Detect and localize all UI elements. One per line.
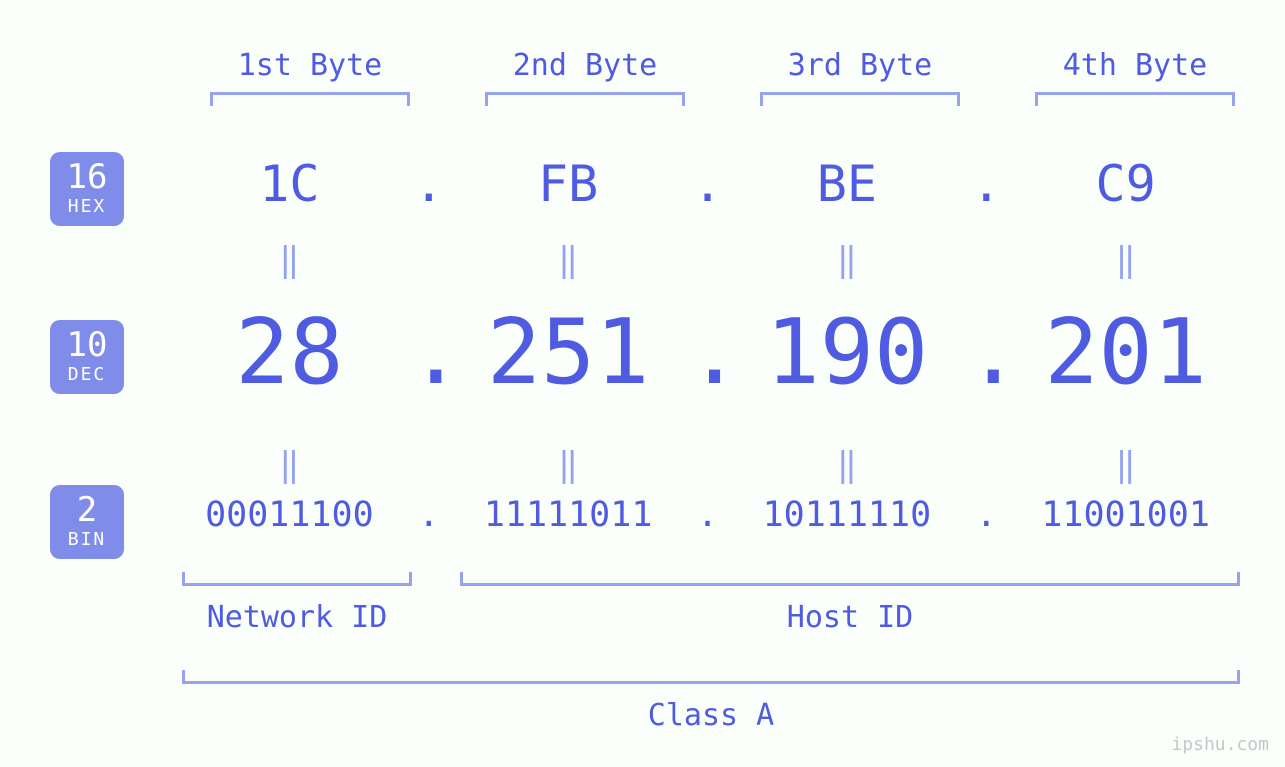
base-badge-hex-num: 16 — [50, 160, 124, 194]
base-badge-hex-label: HEX — [50, 198, 124, 216]
hex-row: 1C . FB . BE . C9 — [170, 155, 1245, 213]
byte-header-2: 2nd Byte — [485, 48, 685, 83]
base-badge-dec: 10 DEC — [50, 320, 124, 394]
equals-glyph: ‖ — [1006, 240, 1245, 280]
dot: . — [409, 495, 449, 535]
equals-glyph: ‖ — [1006, 445, 1245, 485]
network-id-label: Network ID — [182, 600, 412, 635]
byte-bracket-1 — [210, 92, 410, 106]
base-badge-bin: 2 BIN — [50, 485, 124, 559]
base-badge-dec-label: DEC — [50, 366, 124, 384]
equals-glyph: ‖ — [449, 445, 688, 485]
dot: . — [966, 155, 1006, 213]
class-label: Class A — [182, 698, 1240, 733]
byte-bracket-3 — [760, 92, 960, 106]
dec-byte-1: 28 — [170, 300, 409, 405]
byte-bracket-2 — [485, 92, 685, 106]
hex-byte-2: FB — [449, 155, 688, 213]
dot: . — [688, 495, 728, 535]
dot: . — [966, 495, 1006, 535]
bin-row: 00011100 . 11111011 . 10111110 . 1100100… — [170, 495, 1245, 535]
dec-row: 28 . 251 . 190 . 201 — [170, 300, 1245, 405]
base-badge-bin-label: BIN — [50, 531, 124, 549]
equals-glyph: ‖ — [728, 240, 967, 280]
dec-byte-4: 201 — [1006, 300, 1245, 405]
class-bracket — [182, 670, 1240, 684]
hex-byte-3: BE — [728, 155, 967, 213]
bin-byte-3: 10111110 — [728, 495, 967, 535]
dec-byte-3: 190 — [728, 300, 967, 405]
equals-glyph: ‖ — [170, 445, 409, 485]
host-id-label: Host ID — [460, 600, 1240, 635]
byte-bracket-4 — [1035, 92, 1235, 106]
equals-row-lower: ‖ ‖ ‖ ‖ — [170, 445, 1245, 485]
hex-byte-1: 1C — [170, 155, 409, 213]
network-id-bracket — [182, 572, 412, 586]
base-badge-dec-num: 10 — [50, 328, 124, 362]
byte-header-3: 3rd Byte — [760, 48, 960, 83]
bin-byte-2: 11111011 — [449, 495, 688, 535]
dot: . — [409, 155, 449, 213]
host-id-bracket — [460, 572, 1240, 586]
bin-byte-1: 00011100 — [170, 495, 409, 535]
base-badge-hex: 16 HEX — [50, 152, 124, 226]
equals-glyph: ‖ — [728, 445, 967, 485]
watermark: ipshu.com — [1171, 734, 1269, 755]
dot: . — [688, 300, 728, 405]
dot: . — [688, 155, 728, 213]
byte-header-1: 1st Byte — [210, 48, 410, 83]
base-badge-bin-num: 2 — [50, 493, 124, 527]
hex-byte-4: C9 — [1006, 155, 1245, 213]
ip-diagram: 1st Byte 2nd Byte 3rd Byte 4th Byte 16 H… — [0, 0, 1285, 767]
dot: . — [966, 300, 1006, 405]
dot: . — [409, 300, 449, 405]
dec-byte-2: 251 — [449, 300, 688, 405]
equals-glyph: ‖ — [170, 240, 409, 280]
byte-header-4: 4th Byte — [1035, 48, 1235, 83]
equals-row-upper: ‖ ‖ ‖ ‖ — [170, 240, 1245, 280]
equals-glyph: ‖ — [449, 240, 688, 280]
bin-byte-4: 11001001 — [1006, 495, 1245, 535]
